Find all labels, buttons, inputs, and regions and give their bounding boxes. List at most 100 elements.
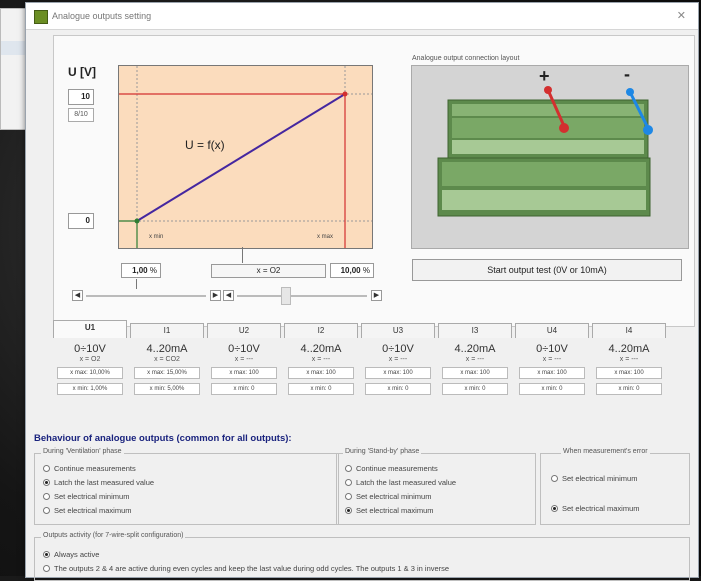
radio-always-active[interactable]: Always active — [43, 550, 99, 559]
group-title: During 'Ventilation' phase — [41, 448, 124, 455]
output-summary-u3: 0÷10V x = --- x max: 100 x min: 0 — [361, 343, 435, 395]
y-axis-label: U [V] — [68, 65, 96, 79]
xmin-left-arrow-icon[interactable]: ◀ — [72, 290, 83, 301]
radio-continue-measurements[interactable]: Continue measurements — [345, 464, 438, 473]
radio-set-electrical-maximum[interactable]: Set electrical maximum — [43, 506, 132, 515]
tab-u1[interactable]: U1 — [53, 320, 127, 338]
tab-i1[interactable]: I1 — [130, 323, 204, 338]
analogue-outputs-dialog: Analogue outputs setting ✕ U [V] 10 8/10… — [25, 2, 699, 581]
output-range: 0÷10V — [74, 343, 106, 355]
xmax-left-arrow-icon[interactable]: ◀ — [223, 290, 234, 301]
y-max-field[interactable]: 10 — [68, 89, 94, 105]
xmax-slider-thumb[interactable] — [281, 287, 291, 305]
output-xmin: x min: 1,00% — [57, 383, 123, 395]
output-xmin: x min: 0 — [519, 383, 585, 395]
behaviour-section-title: Behaviour of analogue outputs (common fo… — [34, 433, 292, 444]
radio-latch-last-value[interactable]: Latch the last measured value — [43, 478, 154, 487]
radio-label: Continue measurements — [356, 464, 438, 473]
xmax-unit: % — [362, 266, 370, 275]
tab-u3[interactable]: U3 — [361, 323, 435, 338]
connection-layout-image: + - — [411, 64, 689, 249]
min-point — [134, 218, 140, 224]
group-title: Outputs activity (for 7-wire-split confi… — [41, 532, 186, 539]
radio-set-electrical-minimum[interactable]: Set electrical minimum — [345, 492, 431, 501]
xmin-right-arrow-icon[interactable]: ▶ — [210, 290, 221, 301]
output-xmax: x max: 100 — [211, 367, 277, 379]
xmax-slider[interactable] — [237, 295, 367, 297]
output-range: 0÷10V — [228, 343, 260, 355]
ventilation-phase-group: During 'Ventilation' phase Continue meas… — [34, 448, 339, 525]
radio-set-electrical-maximum[interactable]: Set electrical maximum — [345, 506, 434, 515]
output-summary-u2: 0÷10V x = --- x max: 100 x min: 0 — [207, 343, 281, 395]
output-summary-i3: 4..20mA x = --- x max: 100 x min: 0 — [438, 343, 512, 395]
graph-formula: U = f(x) — [185, 138, 225, 152]
radio-set-electrical-minimum[interactable]: Set electrical minimum — [43, 492, 129, 501]
app-icon — [34, 10, 48, 24]
xmax-field[interactable]: 10,00 % — [330, 263, 374, 278]
output-variable: x = --- — [311, 356, 331, 363]
xmin-slider[interactable] — [86, 295, 206, 297]
y-max-sub-field[interactable]: 8/10 — [68, 108, 94, 122]
output-range: 4..20mA — [608, 343, 650, 355]
standby-phase-group: During 'Stand-by' phase Continue measure… — [336, 448, 536, 525]
start-output-test-button[interactable]: Start output test (0V or 10mA) — [412, 259, 682, 281]
tab-i3[interactable]: I3 — [438, 323, 512, 338]
output-xmax: x max: 10,00% — [57, 367, 123, 379]
upper-cells — [452, 104, 644, 154]
radio-label: Set electrical maximum — [562, 504, 640, 513]
y-min-field[interactable]: 0 — [68, 213, 94, 229]
xmin-caption: x min — [149, 234, 164, 240]
output-variable: x = --- — [465, 356, 485, 363]
variable-select[interactable]: x = O2 — [211, 264, 326, 278]
outputs-activity-group: Outputs activity (for 7-wire-split confi… — [34, 532, 690, 581]
radio-label: Always active — [54, 550, 100, 559]
radio-label: Set electrical minimum — [562, 474, 638, 483]
radio-alternate-cycles[interactable]: The outputs 2 & 4 are active during even… — [43, 564, 449, 573]
transfer-line — [136, 93, 346, 222]
xmin-field[interactable]: 1,00 % — [121, 263, 161, 278]
radio-label: The outputs 2 & 4 are active during even… — [54, 564, 450, 573]
output-xmax: x max: 100 — [596, 367, 662, 379]
output-range: 0÷10V — [382, 343, 414, 355]
close-icon[interactable]: ✕ — [676, 10, 686, 22]
radio-error-set-minimum[interactable]: Set electrical minimum — [551, 474, 637, 483]
minus-terminal-label: - — [624, 64, 630, 84]
tab-u2[interactable]: U2 — [207, 323, 281, 338]
radio-label: Set electrical minimum — [54, 492, 130, 501]
blue-wire — [628, 91, 650, 129]
tab-i4[interactable]: I4 — [592, 323, 666, 338]
max-point — [342, 91, 348, 97]
xmax-right-arrow-icon[interactable]: ▶ — [371, 290, 382, 301]
measurement-error-group: When measurement's error Set electrical … — [540, 448, 690, 525]
output-range: 0÷10V — [536, 343, 568, 355]
tab-u4[interactable]: U4 — [515, 323, 589, 338]
output-summary-u4: 0÷10V x = --- x max: 100 x min: 0 — [515, 343, 589, 395]
output-range: 4..20mA — [300, 343, 342, 355]
tab-i2[interactable]: I2 — [284, 323, 358, 338]
radio-latch-last-value[interactable]: Latch the last measured value — [345, 478, 456, 487]
output-xmax: x max: 100 — [519, 367, 585, 379]
radio-error-set-maximum[interactable]: Set electrical maximum — [551, 504, 640, 513]
output-xmax: x max: 100 — [288, 367, 354, 379]
group-title: During 'Stand-by' phase — [343, 448, 422, 455]
output-xmax: x max: 100 — [365, 367, 431, 379]
radio-continue-measurements[interactable]: Continue measurements — [43, 464, 136, 473]
output-xmin: x min: 0 — [288, 383, 354, 395]
output-xmin: x min: 5,00% — [134, 383, 200, 395]
output-xmin: x min: 0 — [365, 383, 431, 395]
output-variable: x = --- — [619, 356, 639, 363]
output-xmax: x max: 100 — [442, 367, 508, 379]
output-variable: x = O2 — [79, 356, 101, 363]
radio-label: Set electrical minimum — [356, 492, 432, 501]
plus-terminal-label: + — [539, 66, 550, 86]
output-summary-u1: 0÷10V x = O2 x max: 10,00% x min: 1,00% — [53, 343, 127, 395]
output-summary-i4: 4..20mA x = --- x max: 100 x min: 0 — [592, 343, 666, 395]
scale-tick — [242, 247, 243, 263]
output-variable: x = --- — [234, 356, 254, 363]
wiring-diagram — [437, 86, 653, 217]
output-variable: x = CO2 — [154, 356, 180, 363]
scale-tick — [136, 279, 137, 289]
output-xmin: x min: 0 — [211, 383, 277, 395]
output-xmax: x max: 15,00% — [134, 367, 200, 379]
output-summary-i1: 4..20mA x = CO2 x max: 15,00% x min: 5,0… — [130, 343, 204, 395]
